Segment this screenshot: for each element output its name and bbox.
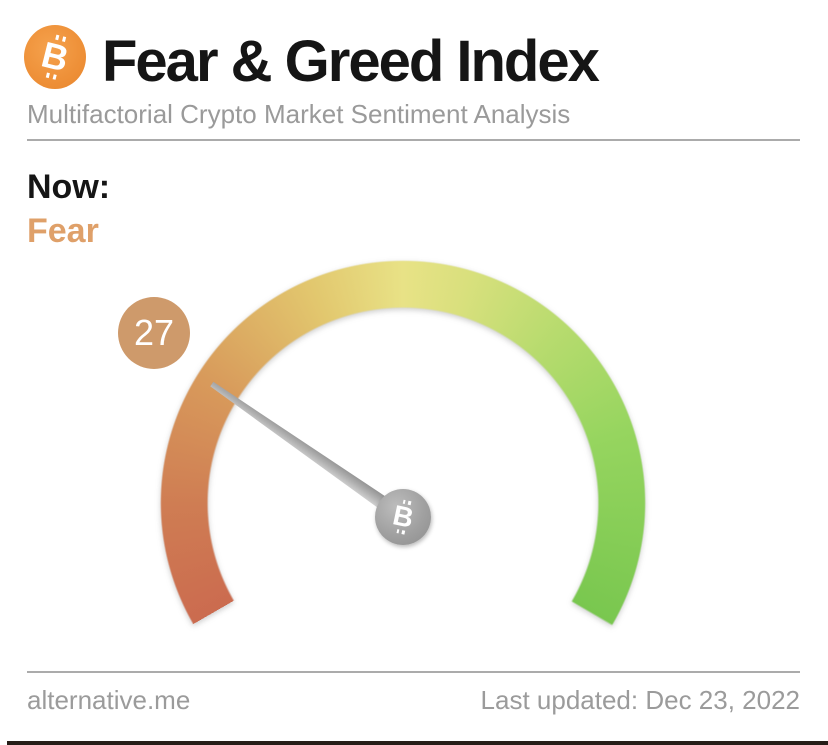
header-divider xyxy=(27,139,800,141)
footer-divider xyxy=(27,671,800,673)
gauge-value-badge: 27 xyxy=(118,297,190,369)
gauge-hub: B xyxy=(375,489,431,545)
bitcoin-icon: B xyxy=(37,33,73,80)
last-updated-text: Last updated: Dec 23, 2022 xyxy=(480,685,800,715)
page-subtitle: Multifactorial Crypto Market Sentiment A… xyxy=(27,99,571,129)
page-title: Fear & Greed Index xyxy=(102,29,600,94)
now-label: Now: xyxy=(27,168,111,206)
bitcoin-logo: B xyxy=(24,25,86,89)
bitcoin-hub-icon: B xyxy=(389,499,417,535)
source-link[interactable]: alternative.me xyxy=(27,685,191,715)
bottom-border xyxy=(7,741,828,745)
sentiment-classification: Fear xyxy=(27,212,99,250)
